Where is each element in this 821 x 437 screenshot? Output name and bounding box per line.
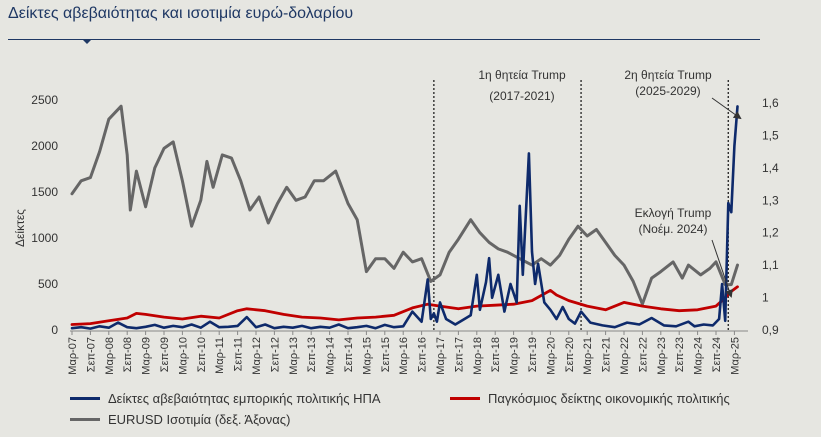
x-tick-label: Σεπ-15 [380,337,392,372]
axis-x: Μαρ-07 Σεπ-07 Μαρ-08 Σεπ-08 Μαρ-09 Σεπ-09 Μαρ-… [67,330,748,375]
legend-label: EURUSD Ισοτιμία (δεξ. Άξονας) [108,412,291,427]
axis-left: 0 500 1000 1500 2000 2500 [31,93,58,337]
term2-arrow [711,97,742,120]
x-tick-label: Μαρ-23 [656,337,668,375]
x-tick-label: Μαρ-21 [582,337,594,375]
x-tick-label: Μαρ-08 [104,337,116,375]
x-tick-label: Μαρ-16 [398,337,410,375]
x-tick-label: Σεπ-13 [306,337,318,372]
x-tick-label: Μαρ-19 [509,337,521,375]
y2-tick-label: 1,3 [762,193,779,207]
y2-tick-label: 1 [762,291,769,305]
x-tick-label: Σεπ-17 [453,337,465,372]
x-tick-label: Μαρ-10 [177,337,189,375]
y-tick-label: 2500 [31,93,58,107]
x-tick-label: Σεπ-20 [564,337,576,372]
x-tick-label: Σεπ-09 [159,337,171,372]
x-tick-label: Σεπ-21 [601,337,613,372]
x-tick-label: Μαρ-13 [288,337,300,375]
term1-label-line2: (2017-2021) [489,89,554,103]
legend-item-eurusd: EURUSD Ισοτιμία (δεξ. Άξονας) [70,412,290,427]
x-tick-label: Σεπ-24 [711,337,723,372]
y-axis-label: Δείκτες [13,209,27,247]
legend-label: Δείκτες αβεβαιότητας εμπορικής πολιτικής… [108,391,381,406]
election-label-line2: (Νοέμ. 2024) [639,222,708,236]
y2-tick-label: 1,1 [762,258,779,272]
x-tick-label: Σεπ-11 [233,337,245,371]
title-notch [82,39,92,44]
annotations: 1η θητεία Trump (2017-2021) 2η θητεία Tr… [478,68,742,298]
legend-swatch-red [450,397,480,400]
y-tick-label: 1000 [31,231,58,245]
election-arrow [711,239,733,298]
legend-item-global-policy: Παγκόσμιος δείκτης οικονομικής πολιτικής [450,391,730,406]
x-tick-label: Μαρ-17 [435,337,447,375]
x-tick-label: Μαρ-15 [361,337,373,375]
legend-label: Παγκόσμιος δείκτης οικονομικής πολιτικής [488,391,730,406]
series-global-policy-line [70,285,739,326]
x-tick-label: Σεπ-18 [490,337,502,372]
x-tick-label: Μαρ-20 [545,337,557,375]
x-tick-label: Σεπ-22 [637,337,649,372]
x-tick-label: Σεπ-19 [527,337,539,372]
y-tick-label: 500 [38,277,58,291]
x-tick-label: Μαρ-14 [325,337,337,375]
x-tick-label: Σεπ-23 [674,337,686,372]
series-eurusd-line [70,104,739,306]
legend-swatch-navy [70,397,100,400]
x-tick-label: Σεπ-07 [85,337,97,372]
series-layer [70,104,739,330]
y-tick-label: 1500 [31,185,58,199]
series-trade-uncertainty-line [70,105,739,330]
x-tick-label: Σεπ-10 [196,337,208,372]
legend-item-trade-uncertainty: Δείκτες αβεβαιότητας εμπορικής πολιτικής… [70,391,381,406]
x-tick-label: Μαρ-18 [472,337,484,375]
term2-label-line1: 2η θητεία Trump [624,68,712,82]
y2-tick-label: 1,5 [762,128,779,142]
x-tick-label: Σεπ-14 [343,337,355,372]
term1-label-line1: 1η θητεία Trump [478,68,566,82]
y2-tick-label: 0,9 [762,323,779,337]
title-rule [8,39,760,40]
election-label-line1: Εκλογή Trump [635,206,712,220]
x-tick-label: Μαρ-07 [67,337,79,375]
x-tick-label: Μαρ-24 [693,337,705,375]
x-tick-label: Σεπ-08 [122,337,134,372]
x-tick-label: Μαρ-25 [729,337,741,375]
y2-tick-label: 1,6 [762,96,779,110]
y-tick-label: 0 [51,323,58,337]
y2-tick-label: 1,4 [762,161,779,175]
x-tick-label: Μαρ-09 [141,337,153,375]
legend-swatch-gray [70,418,100,421]
y-tick-label: 2000 [31,139,58,153]
x-tick-label: Σεπ-16 [417,337,429,372]
x-tick-label: Μαρ-12 [251,337,263,375]
term2-label-line2: (2025-2029) [635,84,700,98]
x-tick-label: Μαρ-11 [214,337,226,374]
chart-title: Δείκτες αβεβαιότητας και ισοτιμία ευρώ-δ… [8,5,354,22]
x-tick-label: Μαρ-22 [619,337,631,375]
x-tick-label: Σεπ-12 [269,337,281,372]
axis-right: 0,9 1 1,1 1,2 1,3 1,4 1,5 1,6 [762,96,779,337]
y2-tick-label: 1,2 [762,226,779,240]
